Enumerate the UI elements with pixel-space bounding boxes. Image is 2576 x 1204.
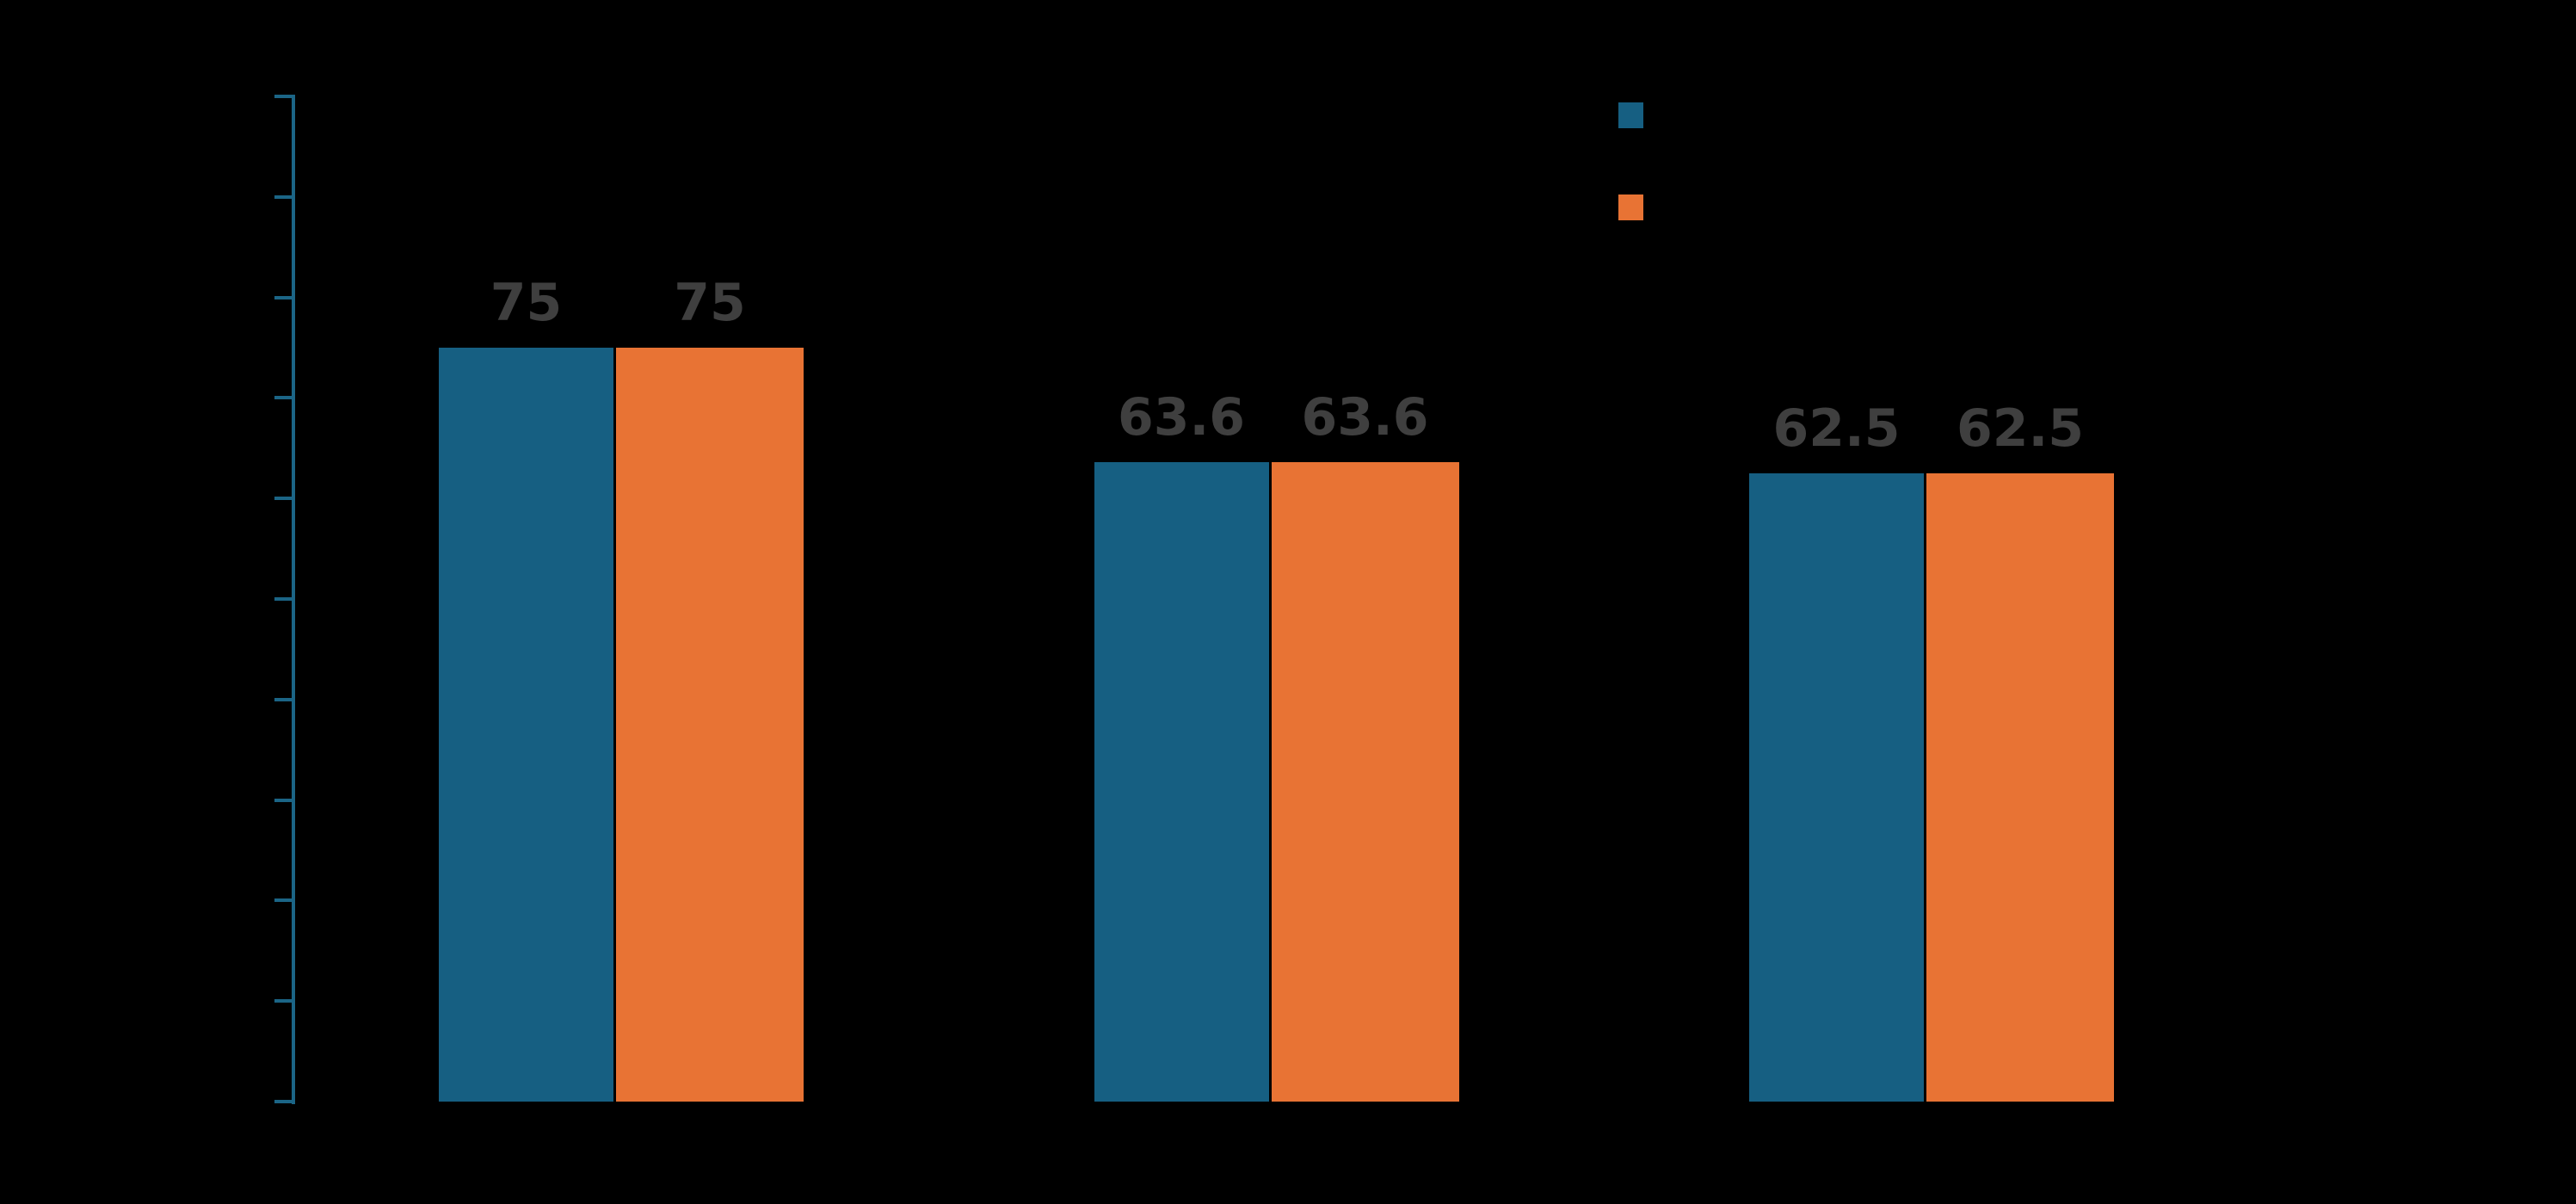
bar-blue-group-3 xyxy=(1749,473,1924,1102)
y-tick-40 xyxy=(274,697,292,701)
y-tick-60 xyxy=(274,497,292,501)
bar-value-label-blue-group-2: 63.6 xyxy=(1117,387,1246,448)
y-tick-10 xyxy=(274,999,292,1003)
y-tick-100 xyxy=(274,95,292,98)
y-tick-90 xyxy=(274,194,292,199)
bar-blue-group-2 xyxy=(1094,462,1269,1102)
bar-value-label-blue-group-3: 62.5 xyxy=(1772,398,1901,459)
y-tick-70 xyxy=(274,396,292,400)
y-axis-spine xyxy=(292,95,295,1104)
bar-orange-group-3 xyxy=(1926,473,2114,1102)
y-tick-0 xyxy=(274,1100,292,1103)
bar-value-label-orange-group-1: 75 xyxy=(674,273,746,333)
bar-orange-group-2 xyxy=(1271,462,1459,1102)
legend-swatch-orange xyxy=(1618,194,1643,220)
bar-blue-group-1 xyxy=(439,348,613,1102)
y-tick-80 xyxy=(274,295,292,299)
bar-value-label-orange-group-2: 63.6 xyxy=(1301,387,1429,448)
y-tick-30 xyxy=(274,798,292,802)
bar-value-label-blue-group-1: 75 xyxy=(490,273,563,333)
bar-orange-group-1 xyxy=(616,348,804,1102)
y-tick-50 xyxy=(274,597,292,601)
y-tick-20 xyxy=(274,898,292,903)
legend-swatch-blue xyxy=(1618,102,1643,128)
bar-value-label-orange-group-3: 62.5 xyxy=(1956,398,2085,459)
